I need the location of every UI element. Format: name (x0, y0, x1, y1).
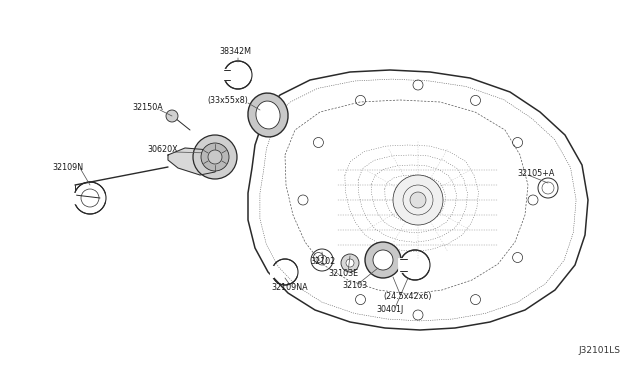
Text: 32105+A: 32105+A (517, 170, 555, 179)
Text: 30401J: 30401J (376, 305, 404, 314)
Circle shape (346, 259, 354, 267)
Text: 32150A: 32150A (132, 103, 163, 112)
Circle shape (341, 254, 359, 272)
Text: (24.5x42x6): (24.5x42x6) (384, 292, 432, 301)
Ellipse shape (256, 101, 280, 129)
Text: 32103E: 32103E (328, 269, 358, 279)
Text: 32109NA: 32109NA (272, 283, 308, 292)
Circle shape (365, 242, 401, 278)
Circle shape (373, 250, 393, 270)
Circle shape (393, 175, 443, 225)
Text: (33x55x8): (33x55x8) (207, 96, 248, 105)
Circle shape (410, 192, 426, 208)
Circle shape (193, 135, 237, 179)
Text: J32101LS: J32101LS (578, 346, 620, 355)
Circle shape (166, 110, 178, 122)
Text: 32109N: 32109N (52, 164, 84, 173)
Text: 32102: 32102 (310, 257, 335, 266)
Text: 30620X: 30620X (148, 145, 179, 154)
Circle shape (208, 150, 222, 164)
Text: 38342M: 38342M (219, 48, 251, 57)
Ellipse shape (248, 93, 288, 137)
Text: 32103: 32103 (342, 282, 367, 291)
Circle shape (201, 143, 229, 171)
Polygon shape (168, 148, 220, 175)
